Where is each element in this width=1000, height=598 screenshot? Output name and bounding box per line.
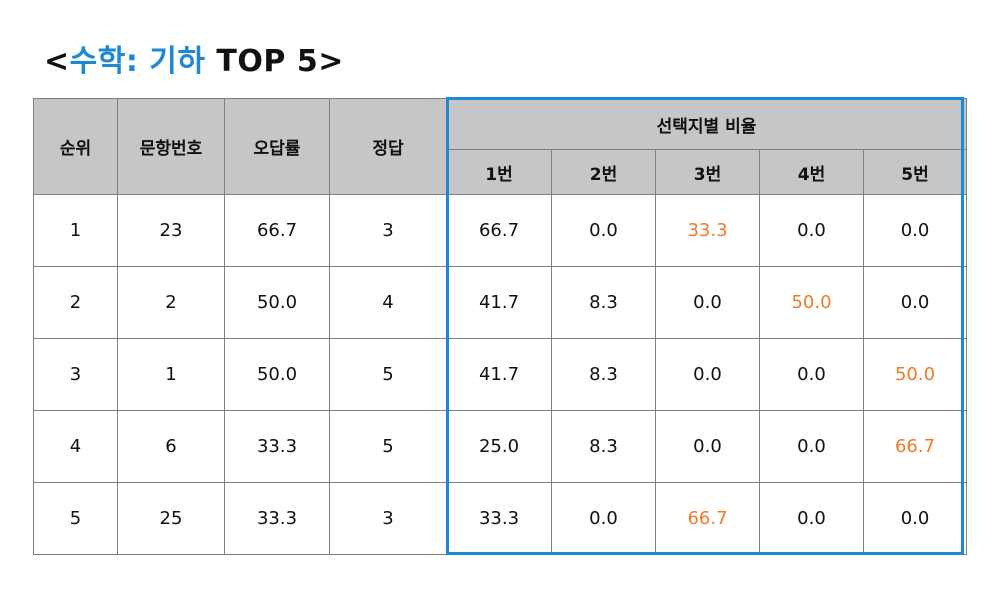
cell-choice-5: 0.0 — [862, 194, 968, 267]
cell-rank: 2 — [33, 266, 118, 339]
cell-choice-4: 0.0 — [759, 338, 864, 411]
cell-choice-3: 0.0 — [655, 266, 760, 339]
cell-choice-2: 8.3 — [551, 410, 656, 483]
table-row: 1 23 66.7 3 66.7 0.0 33.3 0.0 0.0 — [33, 194, 968, 267]
cell-error-rate: 33.3 — [224, 410, 330, 483]
cell-choice-4: 50.0 — [759, 266, 864, 339]
header-rank: 순위 — [33, 98, 118, 195]
cell-choice-2: 0.0 — [551, 194, 656, 267]
page-title: <수학: 기하 TOP 5> — [44, 36, 344, 80]
top5-table: 순위 문항번호 오답률 정답 선택지별 비율 1번 2번 3번 4번 5번 1 … — [33, 98, 968, 555]
top5-table-container: 순위 문항번호 오답률 정답 선택지별 비율 1번 2번 3번 4번 5번 1 … — [33, 97, 968, 557]
cell-rank: 3 — [33, 338, 118, 411]
header-error-rate: 오답률 — [224, 98, 330, 195]
cell-answer: 5 — [329, 410, 447, 483]
table-row: 4 6 33.3 5 25.0 8.3 0.0 0.0 66.7 — [33, 410, 968, 483]
cell-error-rate: 50.0 — [224, 338, 330, 411]
header-choice-5: 5번 — [862, 149, 968, 195]
header-question-no: 문항번호 — [117, 98, 225, 195]
cell-answer: 5 — [329, 338, 447, 411]
title-rest: TOP 5> — [205, 44, 344, 79]
cell-choice-1: 41.7 — [446, 338, 552, 411]
cell-choice-1: 25.0 — [446, 410, 552, 483]
header-choice-2: 2번 — [551, 149, 656, 195]
cell-error-rate: 50.0 — [224, 266, 330, 339]
cell-rank: 4 — [33, 410, 118, 483]
cell-answer: 3 — [329, 194, 447, 267]
title-open: < — [44, 44, 70, 79]
cell-choice-4: 0.0 — [759, 194, 864, 267]
cell-rank: 5 — [33, 482, 118, 555]
cell-choice-2: 8.3 — [551, 338, 656, 411]
cell-question-no: 25 — [117, 482, 225, 555]
cell-choice-4: 0.0 — [759, 482, 864, 555]
table-row: 5 25 33.3 3 33.3 0.0 66.7 0.0 0.0 — [33, 482, 968, 555]
table-row: 3 1 50.0 5 41.7 8.3 0.0 0.0 50.0 — [33, 338, 968, 411]
cell-choice-1: 33.3 — [446, 482, 552, 555]
cell-question-no: 6 — [117, 410, 225, 483]
cell-choice-4: 0.0 — [759, 410, 864, 483]
cell-choice-5: 66.7 — [862, 410, 968, 483]
cell-choice-5: 0.0 — [862, 482, 968, 555]
header-answer: 정답 — [329, 98, 447, 195]
header-choice-ratio: 선택지별 비율 — [445, 98, 968, 150]
header-choice-4: 4번 — [759, 149, 864, 195]
cell-question-no: 2 — [117, 266, 225, 339]
header-choice-3: 3번 — [655, 149, 760, 195]
cell-question-no: 23 — [117, 194, 225, 267]
cell-choice-5: 0.0 — [862, 266, 968, 339]
cell-choice-1: 66.7 — [446, 194, 552, 267]
cell-choice-2: 8.3 — [551, 266, 656, 339]
cell-rank: 1 — [33, 194, 118, 267]
cell-choice-3: 0.0 — [655, 410, 760, 483]
cell-question-no: 1 — [117, 338, 225, 411]
cell-choice-5: 50.0 — [862, 338, 968, 411]
cell-choice-2: 0.0 — [551, 482, 656, 555]
cell-choice-3: 33.3 — [655, 194, 760, 267]
header-choice-1: 1번 — [446, 149, 552, 195]
cell-error-rate: 66.7 — [224, 194, 330, 267]
table-row: 2 2 50.0 4 41.7 8.3 0.0 50.0 0.0 — [33, 266, 968, 339]
cell-choice-3: 66.7 — [655, 482, 760, 555]
cell-answer: 4 — [329, 266, 447, 339]
cell-answer: 3 — [329, 482, 447, 555]
cell-choice-1: 41.7 — [446, 266, 552, 339]
cell-choice-3: 0.0 — [655, 338, 760, 411]
title-subject: 수학: 기하 — [69, 44, 206, 79]
cell-error-rate: 33.3 — [224, 482, 330, 555]
